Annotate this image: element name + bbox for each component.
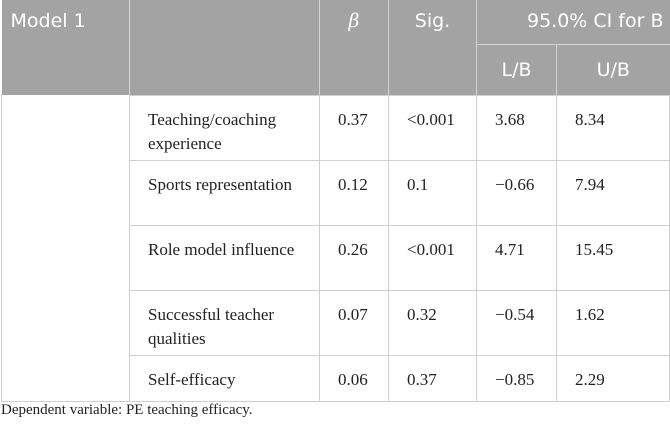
- value-cell: −0.85: [476, 354, 557, 402]
- value-cell: 0.37: [388, 354, 477, 402]
- footnote: Dependent variable: PE teaching efficacy…: [1, 402, 253, 418]
- column-header: L/B: [476, 44, 557, 95]
- value-cell: <0.001: [388, 224, 477, 291]
- value-cell: 2.29: [555, 354, 670, 402]
- model-title: Model 1: [1, 0, 130, 44]
- table-row: Role model influence 0.26 <0.001 4.71 15.45: [2, 224, 670, 291]
- table-row: Teaching/coaching experience 0.37 <0.001 3.…: [1, 94, 670, 402]
- row-label: Self-efficacy: [129, 354, 320, 402]
- value-cell: 8.34: [555, 94, 670, 161]
- value-cell: 0.07: [319, 289, 389, 356]
- value-cell: 0.37: [319, 94, 389, 161]
- value-cell: 0.12: [319, 159, 389, 226]
- value-cell: 0.1: [388, 159, 477, 226]
- value-cell: 3.68: [476, 94, 557, 161]
- value-cell: 0.06: [319, 354, 389, 402]
- value-cell: 15.45: [555, 224, 670, 291]
- value-cell: −0.66: [476, 159, 557, 226]
- row-label: Teaching/coaching experience: [129, 94, 320, 161]
- table-row: Self-efficacy 0.06 0.37 −0.85 2.29: [2, 354, 670, 402]
- results-table: Model 1 β Sig. 95.0% CI for B L/B U/B Te…: [1, 0, 670, 402]
- column-header: Sig.: [388, 0, 477, 95]
- column-header: U/B: [555, 44, 670, 95]
- value-cell: 7.94: [555, 159, 670, 226]
- header-cell: [1, 44, 130, 95]
- value-cell: 0.26: [319, 224, 389, 291]
- row-label: Successful teacher qualities: [129, 289, 320, 356]
- value-cell: −0.54: [476, 289, 557, 356]
- value-cell: 0.32: [388, 289, 477, 356]
- value-cell: 4.71: [476, 224, 557, 291]
- row-label: Sports representation: [129, 159, 320, 226]
- column-header: β: [319, 0, 389, 95]
- value-cell: 1.62: [555, 289, 670, 356]
- table-row: Sports representation 0.12 0.1 −0.66 7.94: [2, 159, 670, 226]
- blank-cell: [1, 95, 130, 402]
- ci-header: 95.0% CI for B: [475, 0, 670, 45]
- header-cell: [129, 0, 320, 95]
- row-label: Role model influence: [129, 224, 320, 291]
- value-cell: <0.001: [388, 94, 477, 161]
- table-body: Teaching/coaching experience 0.37 <0.001 3.…: [1, 94, 670, 402]
